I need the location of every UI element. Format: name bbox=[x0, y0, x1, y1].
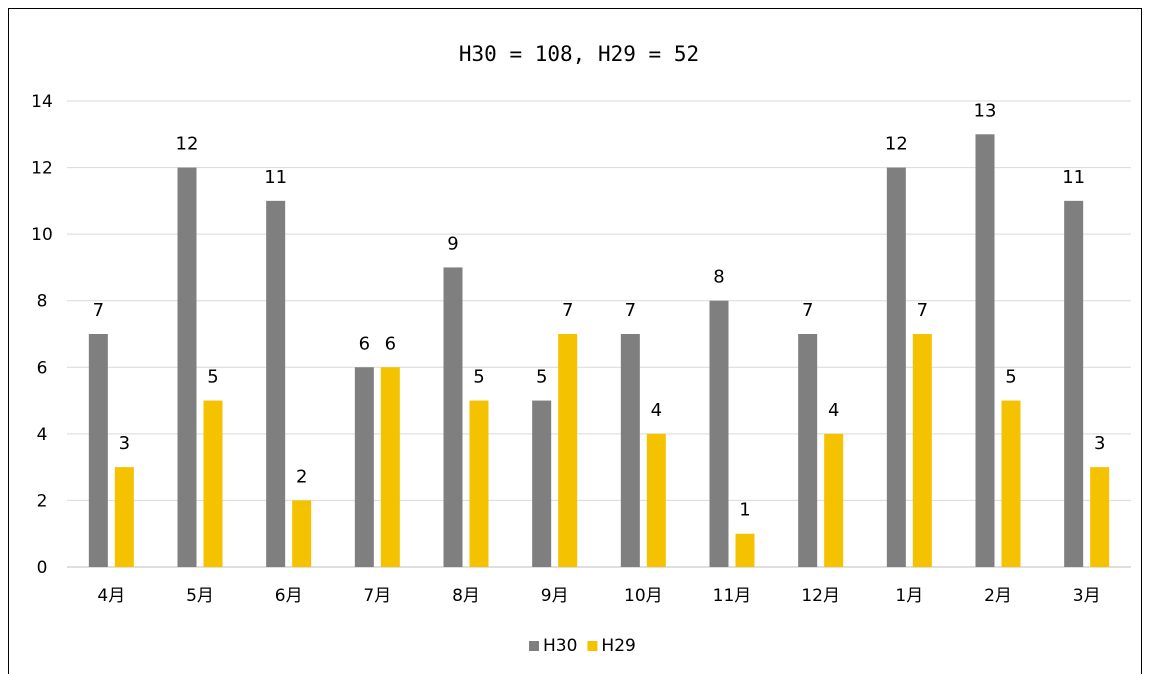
x-tick-label: 1月 bbox=[895, 586, 923, 606]
gridlines bbox=[67, 100, 1131, 568]
bar-h29 bbox=[1090, 467, 1110, 567]
data-label: 6 bbox=[359, 333, 370, 354]
y-tick-label: 6 bbox=[37, 358, 48, 378]
x-tick-label: 11月 bbox=[713, 586, 752, 606]
data-label: 12 bbox=[885, 134, 908, 155]
data-labels: 7 3 12 5 11 2 6 6 9 5 5 7 7 4 8 1 7 4 12 7 13 5 11 3 bbox=[93, 100, 1106, 520]
bar-h30 bbox=[798, 334, 818, 567]
data-label: 7 bbox=[93, 300, 104, 321]
x-axis-ticks: 4月 5月 6月 7月 8月 9月 10月 11月 12月 1月 2月 3月 bbox=[97, 586, 1100, 606]
bar-h29 bbox=[558, 334, 578, 567]
legend-swatch-h29 bbox=[587, 641, 598, 651]
data-label: 5 bbox=[1005, 367, 1016, 388]
x-tick-label: 9月 bbox=[541, 586, 569, 606]
x-tick-label: 3月 bbox=[1073, 586, 1101, 606]
chart-frame: H30 = 108, H29 = 52 0 2 4 6 8 10 12 14 7 3 12 5 11 2… bbox=[8, 8, 1142, 674]
bar-h30 bbox=[709, 300, 729, 567]
data-label: 1 bbox=[739, 500, 750, 521]
bar-h30 bbox=[354, 367, 374, 567]
bar-h29 bbox=[203, 400, 223, 567]
data-label: 11 bbox=[264, 167, 287, 188]
bar-h29 bbox=[380, 367, 400, 567]
bars bbox=[88, 134, 1110, 568]
x-tick-label: 12月 bbox=[801, 586, 840, 606]
x-tick-label: 7月 bbox=[363, 586, 391, 606]
bar-h30 bbox=[886, 167, 906, 568]
y-tick-label: 2 bbox=[37, 491, 48, 511]
bar-h29 bbox=[469, 400, 489, 567]
bar-h30 bbox=[620, 334, 640, 567]
data-label: 3 bbox=[1094, 433, 1105, 454]
data-label: 5 bbox=[473, 367, 484, 388]
data-label: 12 bbox=[176, 134, 199, 155]
y-axis-ticks: 0 2 4 6 8 10 12 14 bbox=[31, 92, 53, 578]
y-tick-label: 12 bbox=[31, 159, 53, 179]
data-label: 4 bbox=[651, 400, 662, 421]
y-tick-label: 14 bbox=[31, 92, 53, 112]
data-label: 7 bbox=[562, 300, 573, 321]
bar-h30 bbox=[177, 167, 197, 568]
legend: H30 H29 bbox=[529, 636, 636, 656]
bar-h29 bbox=[824, 433, 844, 567]
bar-h29 bbox=[292, 500, 312, 567]
data-label: 8 bbox=[713, 267, 724, 288]
bar-h29 bbox=[735, 533, 755, 567]
data-label: 7 bbox=[917, 300, 928, 321]
bar-h29 bbox=[114, 467, 134, 567]
y-tick-label: 0 bbox=[37, 558, 48, 578]
y-tick-label: 8 bbox=[37, 292, 48, 312]
bar-h30 bbox=[975, 134, 995, 567]
data-label: 4 bbox=[828, 400, 839, 421]
bar-h29 bbox=[646, 433, 666, 567]
data-label: 3 bbox=[119, 433, 130, 454]
legend-label-h29: H29 bbox=[601, 636, 635, 656]
bar-h29 bbox=[912, 334, 932, 567]
x-tick-label: 6月 bbox=[275, 586, 303, 606]
x-tick-label: 5月 bbox=[186, 586, 214, 606]
bar-h30 bbox=[532, 400, 552, 567]
bar-h30 bbox=[266, 200, 286, 567]
data-label: 7 bbox=[802, 300, 813, 321]
chart-title: H30 = 108, H29 = 52 bbox=[459, 42, 699, 66]
bar-h30 bbox=[1064, 200, 1084, 567]
bar-h30 bbox=[443, 267, 463, 567]
data-label: 11 bbox=[1062, 167, 1085, 188]
data-label: 5 bbox=[207, 367, 218, 388]
x-tick-label: 10月 bbox=[624, 586, 663, 606]
legend-label-h30: H30 bbox=[543, 636, 577, 656]
x-tick-label: 2月 bbox=[984, 586, 1012, 606]
data-label: 9 bbox=[447, 233, 458, 254]
data-label: 6 bbox=[385, 333, 396, 354]
legend-swatch-h30 bbox=[529, 641, 539, 651]
data-label: 13 bbox=[974, 100, 997, 121]
data-label: 5 bbox=[536, 367, 547, 388]
bar-h29 bbox=[1001, 400, 1021, 567]
x-tick-label: 8月 bbox=[452, 586, 480, 606]
x-tick-label: 4月 bbox=[97, 586, 125, 606]
bar-h30 bbox=[88, 334, 108, 567]
data-label: 2 bbox=[296, 466, 307, 487]
y-tick-label: 10 bbox=[31, 225, 53, 245]
data-label: 7 bbox=[625, 300, 636, 321]
y-tick-label: 4 bbox=[37, 425, 48, 445]
